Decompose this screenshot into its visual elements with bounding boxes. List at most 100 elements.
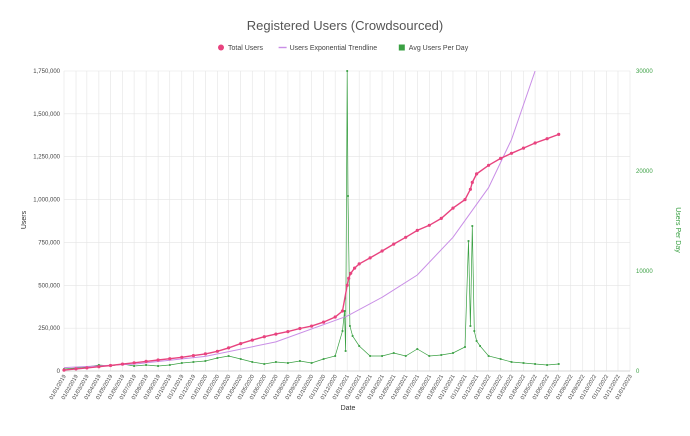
total-users-point[interactable] bbox=[156, 358, 160, 362]
total-users-point[interactable] bbox=[349, 271, 353, 275]
avg-users-per-day-point[interactable] bbox=[475, 340, 478, 342]
total-users-point[interactable] bbox=[368, 256, 372, 260]
avg-users-per-day-point[interactable] bbox=[322, 358, 325, 360]
total-users-point[interactable] bbox=[340, 309, 345, 313]
avg-users-per-day-point[interactable] bbox=[510, 361, 513, 363]
total-users-point[interactable] bbox=[463, 198, 467, 202]
avg-users-per-day-point[interactable] bbox=[546, 364, 548, 366]
legend-item[interactable]: Users Exponential Trendline bbox=[278, 45, 378, 52]
avg-users-per-day-point[interactable] bbox=[452, 352, 454, 354]
avg-users-per-day-point[interactable] bbox=[227, 355, 230, 357]
total-users-point[interactable] bbox=[470, 180, 474, 184]
total-users-point[interactable] bbox=[85, 366, 89, 370]
total-users-point[interactable] bbox=[380, 249, 384, 253]
legend[interactable]: Total Users Users Exponential Trendline Av… bbox=[218, 44, 469, 53]
total-users-point[interactable] bbox=[468, 187, 472, 191]
total-users-point[interactable] bbox=[180, 355, 184, 359]
avg-users-per-day-point[interactable] bbox=[263, 363, 266, 365]
total-users-point[interactable] bbox=[509, 151, 514, 155]
avg-users-per-day-point[interactable] bbox=[346, 70, 349, 72]
avg-users-per-day-point[interactable] bbox=[440, 354, 443, 356]
total-users-point[interactable] bbox=[345, 283, 349, 287]
total-users-point[interactable] bbox=[557, 132, 561, 136]
avg-users-per-day-point[interactable] bbox=[358, 345, 361, 347]
avg-users-per-day-point[interactable] bbox=[310, 362, 313, 364]
avg-users-per-day-point[interactable] bbox=[499, 358, 502, 360]
total-users-point[interactable] bbox=[168, 357, 172, 361]
total-users-point[interactable] bbox=[250, 338, 254, 342]
avg-users-per-day-point[interactable] bbox=[557, 363, 560, 365]
total-users-point[interactable] bbox=[392, 242, 396, 246]
total-users-point[interactable] bbox=[239, 342, 243, 346]
avg-users-per-day-point[interactable] bbox=[341, 330, 344, 332]
total-users-point[interactable] bbox=[262, 335, 266, 339]
avg-users-per-day-point[interactable] bbox=[344, 350, 347, 352]
total-users-point[interactable] bbox=[347, 276, 351, 280]
avg-users-per-day-point[interactable] bbox=[369, 355, 371, 357]
avg-users-per-day-point[interactable] bbox=[204, 360, 207, 362]
avg-users-per-day-point[interactable] bbox=[347, 195, 349, 197]
avg-users-per-day-point[interactable] bbox=[522, 362, 525, 364]
total-users-point[interactable] bbox=[545, 137, 549, 141]
total-users-point[interactable] bbox=[286, 330, 290, 334]
total-users-point[interactable] bbox=[215, 349, 219, 353]
total-users-point[interactable] bbox=[310, 324, 314, 328]
avg-users-per-day-point[interactable] bbox=[133, 365, 135, 367]
total-users-point[interactable] bbox=[521, 146, 526, 150]
total-users-point[interactable] bbox=[499, 156, 503, 160]
avg-users-per-day-point[interactable] bbox=[467, 240, 470, 242]
avg-users-per-day-point[interactable] bbox=[534, 363, 536, 365]
avg-users-per-day-point[interactable] bbox=[416, 348, 419, 350]
avg-users-per-day-point[interactable] bbox=[168, 364, 171, 366]
total-users-point[interactable] bbox=[203, 352, 207, 356]
avg-users-per-day-point[interactable] bbox=[404, 355, 407, 357]
avg-users-per-day-point[interactable] bbox=[487, 355, 490, 357]
avg-users-per-day-point[interactable] bbox=[145, 364, 147, 366]
avg-users-per-day-point[interactable] bbox=[192, 361, 195, 363]
avg-users-per-day-point[interactable] bbox=[349, 325, 351, 327]
avg-users-per-day-point[interactable] bbox=[343, 310, 346, 312]
avg-users-per-day-point[interactable] bbox=[157, 365, 159, 367]
total-users-point[interactable] bbox=[451, 206, 455, 210]
avg-users-per-day-point[interactable] bbox=[471, 225, 474, 227]
total-users-point[interactable] bbox=[357, 262, 361, 266]
legend-item[interactable]: Total Users bbox=[218, 44, 264, 53]
avg-users-per-day-point[interactable] bbox=[239, 358, 242, 360]
legend-item[interactable]: Avg Users Per Day bbox=[398, 44, 469, 53]
avg-users-per-day-point[interactable] bbox=[334, 355, 337, 357]
total-users-point[interactable] bbox=[144, 359, 148, 363]
avg-users-per-day-point[interactable] bbox=[479, 345, 481, 347]
total-users-point[interactable] bbox=[227, 346, 231, 350]
avg-users-per-day-point[interactable] bbox=[469, 325, 472, 327]
total-users-point[interactable] bbox=[108, 363, 113, 368]
total-users-point[interactable] bbox=[120, 362, 125, 366]
avg-users-per-day-point[interactable] bbox=[251, 361, 254, 363]
total-users-point[interactable] bbox=[298, 326, 302, 331]
avg-users-per-day-point[interactable] bbox=[216, 357, 219, 359]
avg-users-per-day-point[interactable] bbox=[464, 346, 466, 348]
total-users-point[interactable] bbox=[333, 315, 337, 319]
total-users-point[interactable] bbox=[487, 163, 491, 167]
avg-users-per-day-point[interactable] bbox=[275, 361, 277, 363]
total-users-point[interactable] bbox=[533, 141, 537, 145]
avg-users-per-day-point[interactable] bbox=[381, 355, 383, 357]
avg-users-per-day-point[interactable] bbox=[287, 362, 289, 364]
total-users-point[interactable] bbox=[132, 361, 136, 365]
total-users-point[interactable] bbox=[475, 172, 479, 176]
total-users-point[interactable] bbox=[427, 223, 431, 227]
avg-users-per-day-point[interactable] bbox=[299, 360, 301, 362]
total-users-point[interactable] bbox=[62, 368, 66, 372]
avg-users-per-day-point[interactable] bbox=[428, 355, 431, 357]
total-users-point[interactable] bbox=[97, 365, 101, 369]
total-users-point[interactable] bbox=[404, 235, 408, 239]
avg-users-per-day-point[interactable] bbox=[351, 335, 354, 337]
avg-users-per-day-point[interactable] bbox=[180, 362, 183, 364]
avg-users-per-day-point[interactable] bbox=[392, 352, 395, 354]
total-users-point[interactable] bbox=[415, 228, 419, 232]
total-users-point[interactable] bbox=[353, 266, 357, 270]
avg-users-per-day-point[interactable] bbox=[473, 330, 476, 332]
total-users-point[interactable] bbox=[439, 216, 443, 220]
total-users-point[interactable] bbox=[274, 332, 278, 336]
avg-users-per-day-point[interactable] bbox=[98, 364, 100, 366]
total-users-point[interactable] bbox=[74, 367, 78, 371]
